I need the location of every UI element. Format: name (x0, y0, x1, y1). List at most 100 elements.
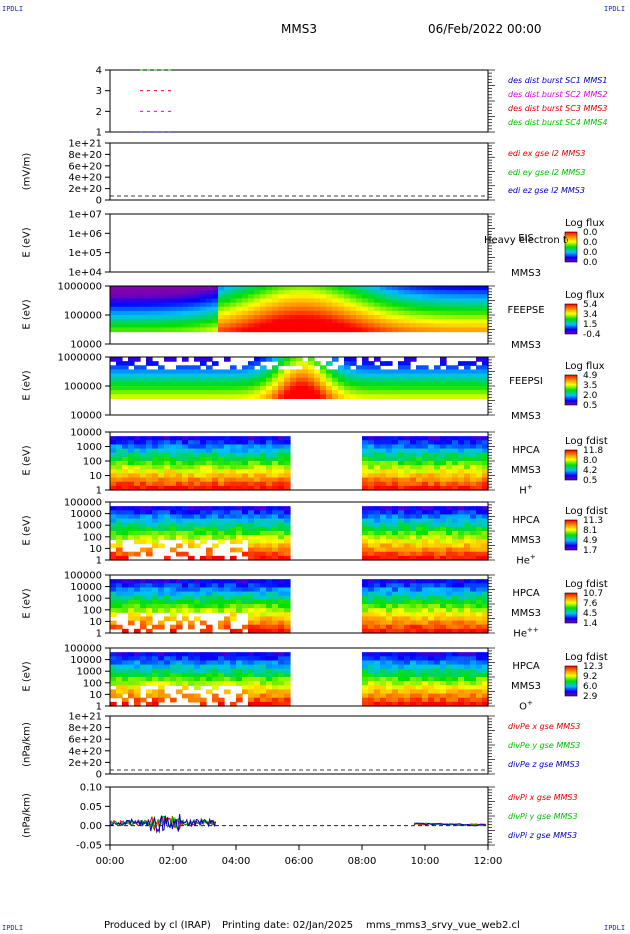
heatmap-cell (410, 436, 417, 441)
heatmap-cell (218, 624, 225, 630)
heatmap-cell (428, 485, 435, 491)
heatmap-cell (134, 595, 141, 601)
heatmap-cell (224, 327, 231, 333)
heatmap-cell (278, 697, 285, 703)
heatmap-cell (254, 587, 261, 593)
heatmap-cell (470, 294, 477, 300)
heatmap-cell (206, 310, 213, 316)
heatmap-cell (134, 473, 141, 479)
heatmap-cell (446, 701, 453, 707)
heatmap-cell (266, 298, 273, 304)
heatmap-cell (230, 518, 237, 524)
heatmap-cell (440, 361, 447, 366)
heatmap-cell (338, 286, 345, 291)
heatmap-cell (182, 531, 189, 536)
heatmap-cell (362, 547, 369, 553)
heatmap-cell (164, 595, 171, 601)
heatmap-cell (236, 510, 243, 516)
heatmap-cell (440, 306, 447, 312)
heatmap-cell (122, 381, 129, 387)
heatmap-cell (446, 286, 453, 291)
heatmap-cell (188, 465, 195, 470)
heatmap-cell (464, 310, 471, 316)
heatmap-cell (164, 660, 171, 666)
heatmap-cell (422, 535, 429, 540)
heatmap-cell (422, 599, 429, 605)
heatmap-cell (482, 373, 489, 379)
heatmap-cell (128, 373, 135, 379)
heatmap-cell (230, 526, 237, 532)
heatmap-cell (272, 522, 279, 528)
heatmap-cell (362, 310, 369, 316)
heatmap-cell (194, 327, 201, 333)
heatmap-cell (146, 315, 153, 320)
heatmap-cell (320, 294, 327, 300)
heatmap-cell (482, 612, 489, 618)
heatmap-cell (368, 306, 375, 312)
heatmap-cell (182, 506, 189, 511)
heatmap-cell (410, 612, 417, 618)
heatmap-cell (476, 386, 483, 391)
heatmap-cell (404, 298, 411, 304)
heatmap-cell (260, 286, 267, 291)
heatmap-cell (446, 591, 453, 597)
heatmap-cell (482, 526, 489, 532)
heatmap-cell (284, 286, 291, 291)
heatmap-cell (128, 306, 135, 312)
heatmap-cell (368, 323, 375, 329)
heatmap-cell (158, 302, 165, 308)
heatmap-cell (122, 319, 129, 324)
heatmap-cell (206, 365, 213, 371)
heatmap-cell (260, 672, 267, 678)
heatmap-cell (464, 693, 471, 699)
heatmap-cell (116, 477, 123, 483)
heatmap-cell (392, 652, 399, 657)
heatmap-cell (272, 531, 279, 536)
heatmap-cell (260, 298, 267, 304)
heatmap-cell (134, 608, 141, 613)
heatmap-cell (164, 668, 171, 674)
heatmap-cell (434, 461, 441, 466)
heatmap-cell (218, 390, 225, 395)
heatmap-cell (170, 394, 177, 400)
heatmap-cell (260, 477, 267, 483)
heatmap-cell (140, 315, 147, 320)
heatmap-cell (410, 608, 417, 613)
y-tick-label: 10 (89, 690, 102, 701)
heatmap-cell (314, 286, 321, 291)
heatmap-cell (206, 599, 213, 605)
heatmap-cell (428, 381, 435, 387)
heatmap-cell (464, 506, 471, 511)
heatmap-cell (122, 327, 129, 333)
heatmap-cell (476, 689, 483, 695)
heatmap-cell (464, 604, 471, 609)
heatmap-cell (386, 551, 393, 557)
heatmap-cell (152, 693, 159, 699)
heatmap-cell (194, 290, 201, 295)
heatmap-cell (380, 677, 387, 682)
heatmap-cell (416, 599, 423, 605)
heatmap-cell (332, 319, 339, 324)
heatmap-cell (206, 390, 213, 395)
heatmap-cell (188, 315, 195, 320)
heatmap-cell (158, 365, 165, 371)
heatmap-cell (386, 612, 393, 618)
heatmap-cell (362, 373, 369, 379)
heatmap-cell (236, 294, 243, 300)
heatmap-cell (428, 664, 435, 670)
heatmap-cell (476, 448, 483, 454)
heatmap-cell (134, 628, 141, 634)
heatmap-cell (140, 373, 147, 379)
heatmap-cell (158, 477, 165, 483)
heatmap-cell (302, 381, 309, 387)
heatmap-cell (308, 310, 315, 316)
heatmap-cell (440, 465, 447, 470)
heatmap-cell (386, 444, 393, 450)
heatmap-cell (212, 440, 219, 446)
heatmap-cell (374, 290, 381, 295)
heatmap-cell (398, 456, 405, 462)
heatmap-cell (146, 604, 153, 609)
heatmap-cell (386, 616, 393, 622)
heatmap-cell (434, 668, 441, 674)
heatmap-cell (176, 440, 183, 446)
